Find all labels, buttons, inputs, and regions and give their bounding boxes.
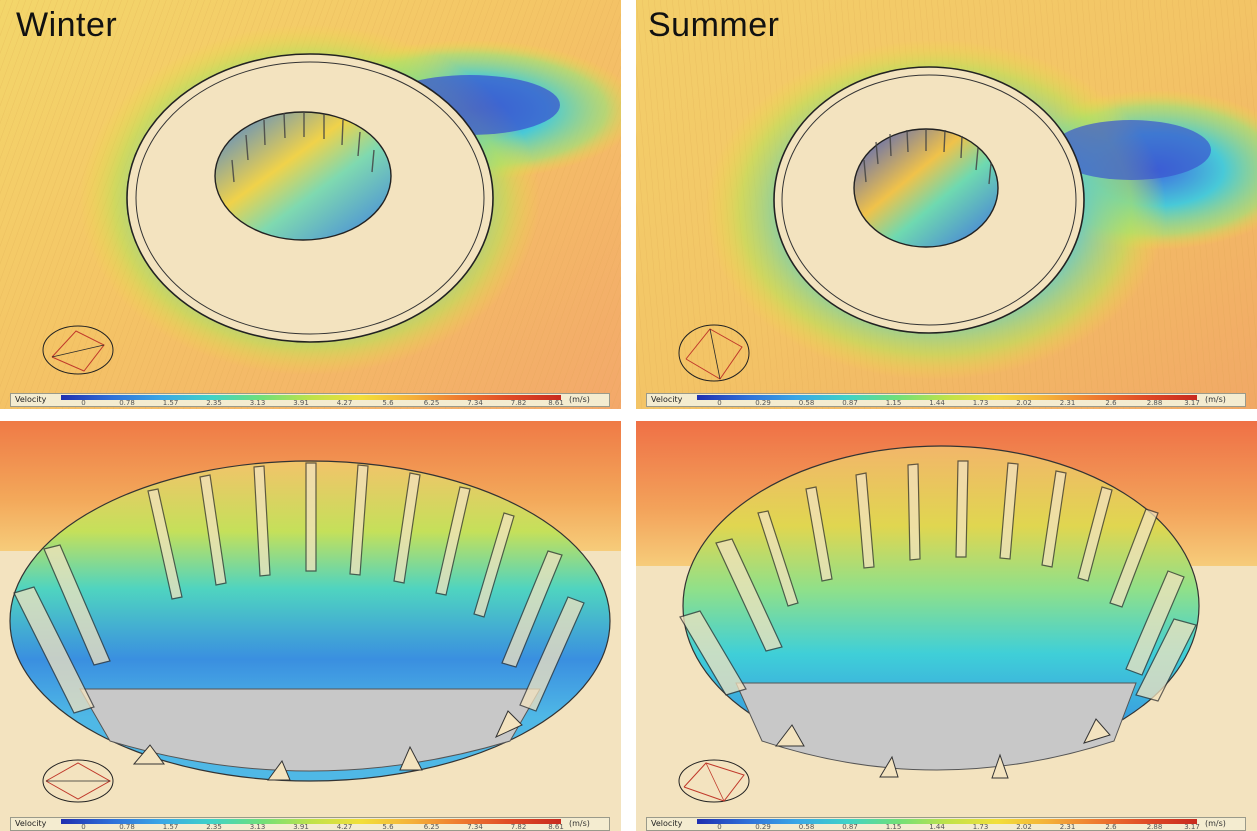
- legend-tick: 2.31: [1059, 823, 1076, 831]
- legend-tick: 0.29: [755, 399, 771, 407]
- winter-velocity-field: [0, 0, 621, 409]
- legend-color-bar: [61, 819, 561, 824]
- panel-summer-courtyard: Velocity 0 0.29 0.58 0.87 1.15 1.44 1.73…: [636, 421, 1257, 831]
- inner-court: [214, 111, 392, 241]
- season-title-winter: Winter: [16, 6, 118, 44]
- legend-tick: 1.73: [972, 823, 989, 831]
- legend-tick: 0: [81, 399, 86, 407]
- legend-tick: 7.34: [467, 399, 483, 407]
- legend-tick: 0.87: [842, 823, 858, 831]
- legend-tick: 2.31: [1059, 399, 1076, 407]
- legend-tick: 1.44: [929, 823, 945, 831]
- season-title-summer: Summer: [648, 6, 780, 44]
- court-floor: [735, 682, 1137, 771]
- legend-tick: 3.13: [249, 823, 266, 831]
- legend-tick: 1.57: [162, 823, 179, 831]
- legend-unit: (m/s): [1205, 395, 1226, 404]
- legend-tick: 2.02: [1016, 399, 1032, 407]
- legend-tick: 0: [717, 399, 722, 407]
- summer-courtyard-field: [636, 421, 1257, 831]
- legend-tick: 0.29: [755, 823, 771, 831]
- legend-tick: 7.82: [510, 399, 527, 407]
- orientation-gizmo-icon: [678, 759, 750, 803]
- legend-title: Velocity: [651, 819, 683, 828]
- legend-tick: 2.88: [1146, 399, 1163, 407]
- columns: [13, 462, 585, 714]
- legend-unit: (m/s): [1205, 819, 1226, 828]
- winter-courtyard-field: [0, 421, 621, 831]
- legend-tick: 0.78: [119, 823, 135, 831]
- legend-tick: 4.27: [336, 823, 353, 831]
- legend-tick: 0: [717, 823, 722, 831]
- legend-color-bar: [61, 395, 561, 400]
- legend-tick: 0.58: [798, 399, 815, 407]
- legend-title: Velocity: [15, 819, 47, 828]
- orientation-gizmo-icon: [678, 324, 750, 382]
- legend-tick: 3.91: [293, 823, 309, 831]
- legend-color-bar: [697, 395, 1197, 400]
- legend-tick: 3.91: [293, 399, 309, 407]
- velocity-legend-summer: Velocity 0 0.29 0.58 0.87 1.15 1.44 1.73…: [646, 393, 1246, 407]
- legend-tick: 0.58: [798, 823, 815, 831]
- legend-tick: 2.35: [206, 399, 222, 407]
- legend-tick: 1.73: [972, 399, 989, 407]
- velocity-legend-winter: Velocity 0 0.78 1.57 2.35 3.13 3.91 4.27…: [10, 393, 610, 407]
- legend-tick: 6.25: [423, 399, 440, 407]
- legend-unit: (m/s): [569, 819, 590, 828]
- columns: [679, 460, 1197, 702]
- legend-tick: 8.61: [548, 399, 564, 407]
- panel-summer-overview: Summer Velocity 0 0.29 0.58 0.87 1.15 1.…: [636, 0, 1257, 409]
- legend-tick: 1.15: [885, 399, 902, 407]
- legend-tick: 2.6: [1105, 823, 1117, 831]
- velocity-legend-winter-closeup: Velocity 0 0.78 1.57 2.35 3.13 3.91 4.27…: [10, 817, 610, 831]
- legend-tick: 0.87: [842, 399, 858, 407]
- legend-tick: 7.34: [467, 823, 483, 831]
- legend-tick: 1.44: [929, 399, 945, 407]
- legend-tick: 2.35: [206, 823, 222, 831]
- legend-tick: 5.6: [382, 399, 394, 407]
- legend-title: Velocity: [15, 395, 47, 404]
- legend-unit: (m/s): [569, 395, 590, 404]
- legend-tick: 1.57: [162, 399, 179, 407]
- orientation-gizmo-icon: [42, 759, 114, 803]
- legend-tick: 6.25: [423, 823, 440, 831]
- summer-velocity-field: [636, 0, 1257, 409]
- velocity-legend-summer-closeup: Velocity 0 0.29 0.58 0.87 1.15 1.44 1.73…: [646, 817, 1246, 831]
- legend-tick: 0: [81, 823, 86, 831]
- legend-color-bar: [697, 819, 1197, 824]
- legend-tick: 4.27: [336, 399, 353, 407]
- legend-tick: 3.13: [249, 399, 266, 407]
- legend-tick: 8.61: [548, 823, 564, 831]
- orientation-gizmo-icon: [42, 325, 114, 375]
- legend-title: Velocity: [651, 395, 683, 404]
- legend-tick: 0.78: [119, 399, 135, 407]
- legend-tick: 2.88: [1146, 823, 1163, 831]
- legend-tick: 2.6: [1105, 399, 1117, 407]
- legend-tick: 2.02: [1016, 823, 1032, 831]
- legend-tick: 1.15: [885, 823, 902, 831]
- panel-winter-courtyard: Velocity 0 0.78 1.57 2.35 3.13 3.91 4.27…: [0, 421, 621, 831]
- legend-tick: 5.6: [382, 823, 394, 831]
- panel-divider-horizontal: [0, 409, 1257, 421]
- legend-tick: 3.17: [1184, 823, 1200, 831]
- legend-tick: 7.82: [510, 823, 527, 831]
- legend-tick: 3.17: [1184, 399, 1200, 407]
- panel-winter-overview: Winter Velocity 0 0.78 1.57 2.35 3.13 3.…: [0, 0, 621, 409]
